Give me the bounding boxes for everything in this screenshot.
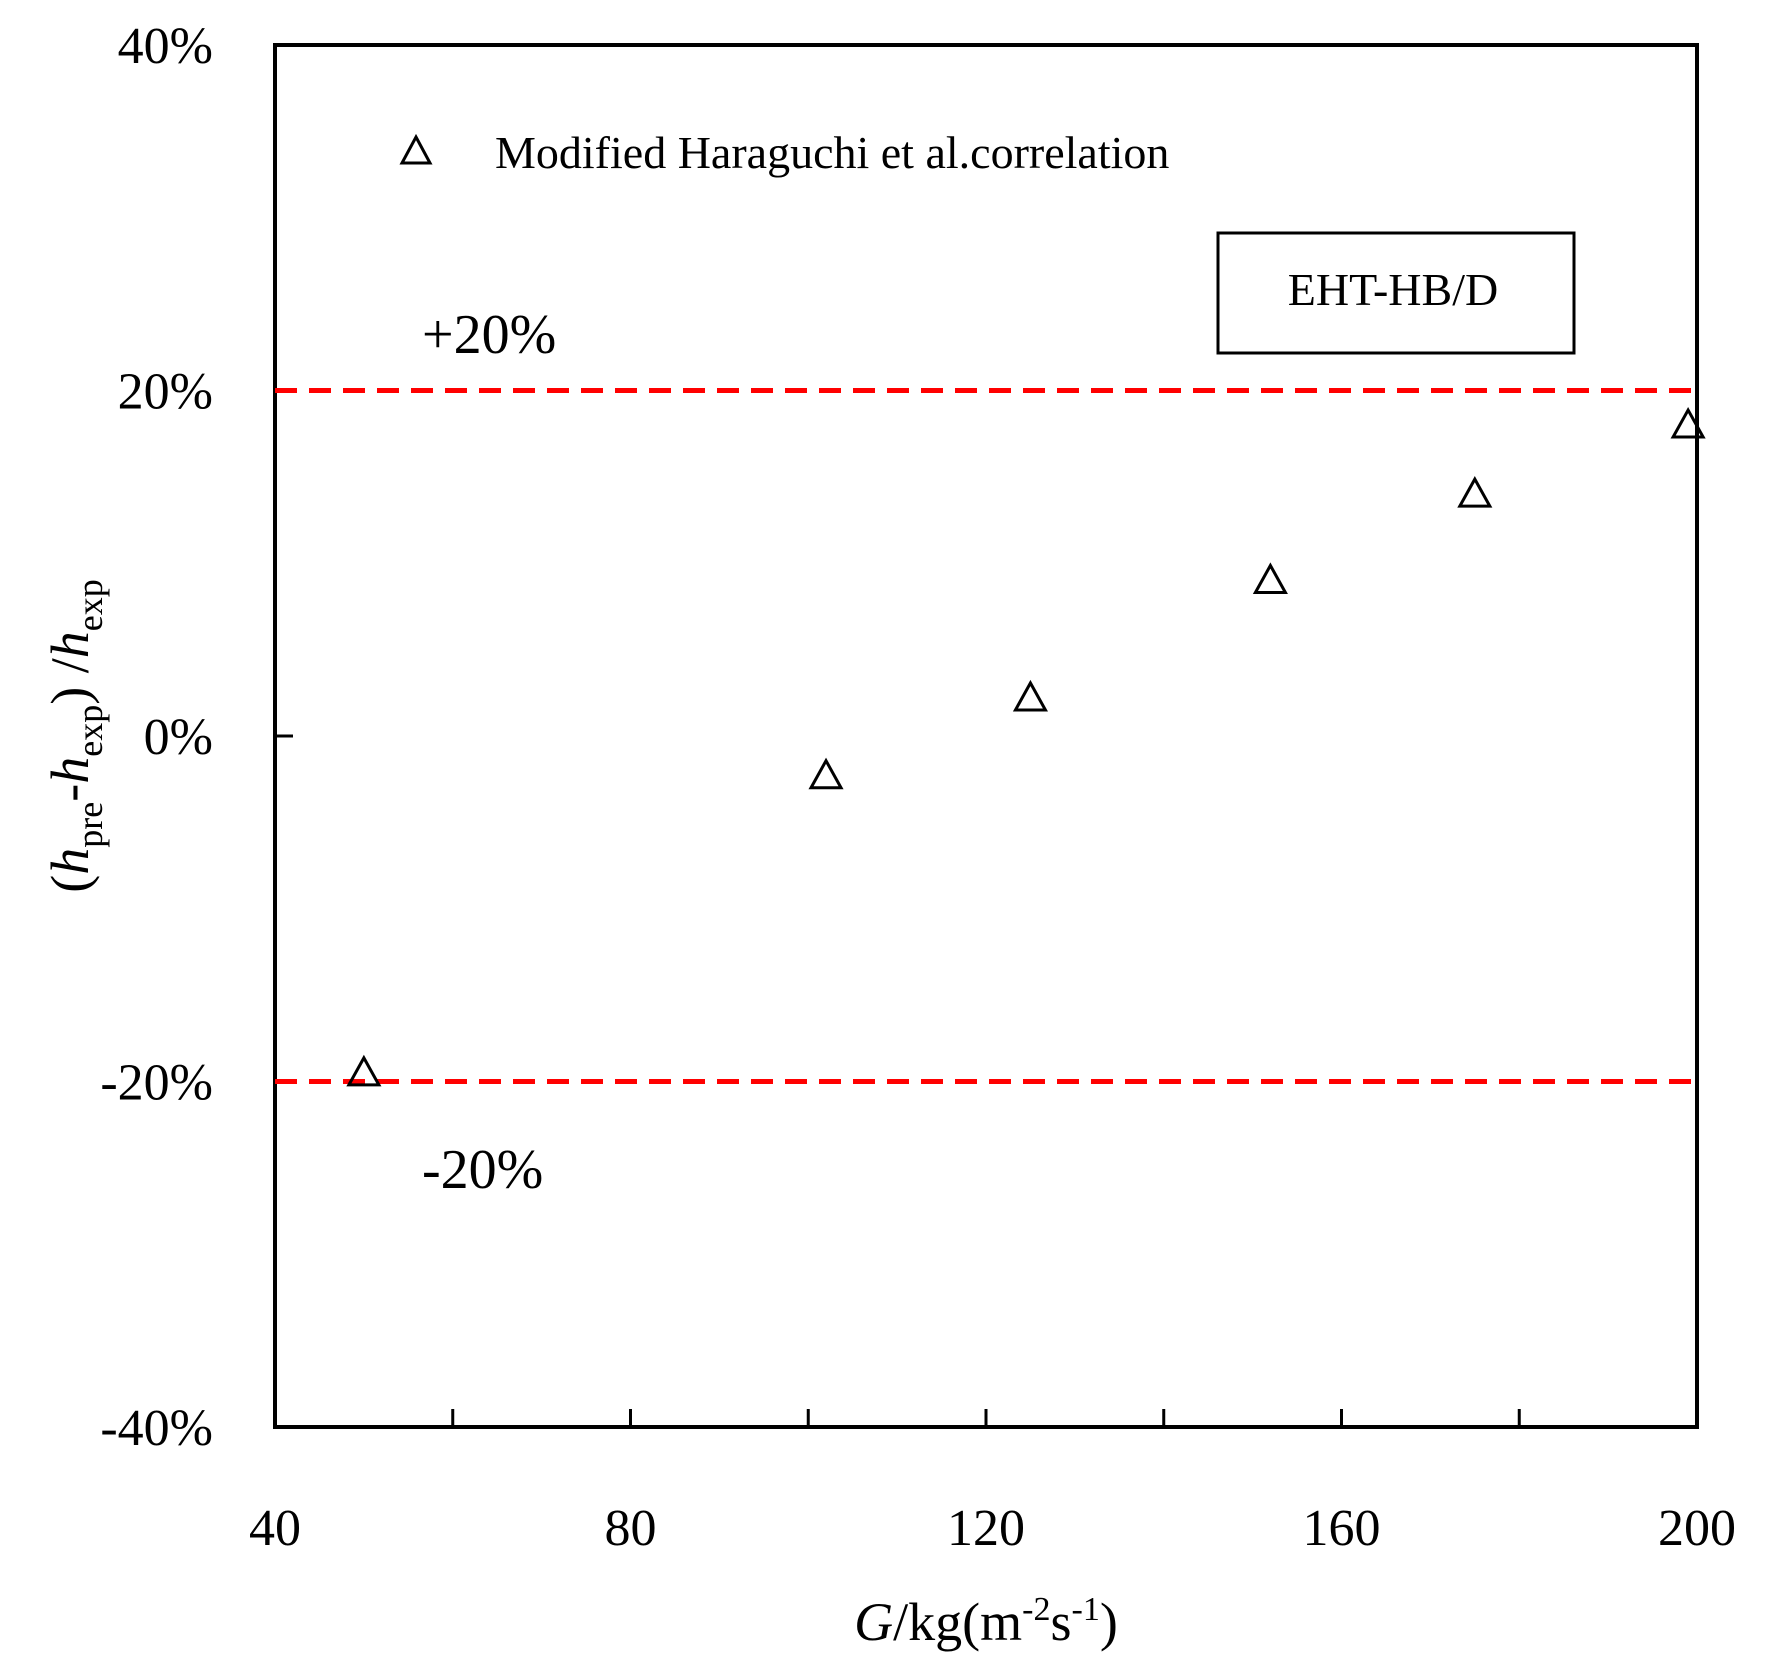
x-axis-title-var: G <box>854 1592 893 1652</box>
data-points <box>346 406 1706 1087</box>
data-point <box>1670 406 1706 439</box>
axis-tick-labels: 40 80 120 160 200 -40% -20% 0% 20% 40% <box>100 18 1736 1557</box>
lower-ref-label: -20% <box>422 1139 543 1201</box>
data-point <box>808 757 844 790</box>
data-point <box>1012 679 1048 712</box>
x-axis-title-sup1: -2 <box>1022 1591 1050 1628</box>
y-axis-title-dash: - <box>40 784 100 802</box>
x-axis-title-unit: /kg(m <box>893 1592 1022 1652</box>
x-tick-label: 40 <box>249 1500 301 1557</box>
legend: Modified Haraguchi et al.correlation <box>399 127 1169 178</box>
x-axis-title: G/kg(m-2s-1) <box>854 1591 1118 1652</box>
y-axis-title-sub2: exp <box>70 705 110 757</box>
legend-marker-triangle-icon <box>399 133 433 165</box>
legend-label: Modified Haraguchi et al.correlation <box>495 127 1169 178</box>
x-tick-label: 160 <box>1303 1500 1381 1557</box>
annotation-box-frame <box>1216 231 1576 355</box>
y-tick-label: 40% <box>118 18 213 75</box>
y-axis-title-sub1: pre <box>70 802 110 848</box>
data-point <box>1252 562 1288 595</box>
plot-frame <box>273 43 1699 1429</box>
annotation-box-label: EHT-HB/D <box>1288 264 1498 315</box>
y-tick-label: 20% <box>118 364 213 421</box>
y-tick-label: -20% <box>100 1055 213 1112</box>
upper-ref-label: +20% <box>422 304 556 366</box>
annotation-box: EHT-HB/D <box>1216 231 1576 355</box>
y-axis-title-open: ( <box>40 875 100 893</box>
x-tick-label: 80 <box>605 1500 657 1557</box>
data-point <box>1457 476 1493 508</box>
y-axis-title-sub3: exp <box>70 579 110 631</box>
y-tick-label: -40% <box>100 1400 213 1457</box>
y-axis-title-h1: h <box>40 848 100 875</box>
axis-ticks <box>275 389 1521 1427</box>
x-tick-label: 200 <box>1658 1500 1736 1557</box>
x-axis-title-end: ) <box>1100 1592 1118 1652</box>
x-axis-title-mid: s <box>1051 1592 1072 1652</box>
y-axis-title-h2: h <box>40 757 100 784</box>
x-axis-title-sup2: -1 <box>1072 1591 1100 1628</box>
y-tick-label: 0% <box>144 709 213 766</box>
x-tick-label: 120 <box>947 1500 1025 1557</box>
y-axis-title: (hpre-hexp) /hexp <box>40 579 110 892</box>
y-axis-title-h3: h <box>40 631 100 658</box>
data-point <box>346 1054 382 1087</box>
y-axis-title-close: ) / <box>40 658 100 705</box>
